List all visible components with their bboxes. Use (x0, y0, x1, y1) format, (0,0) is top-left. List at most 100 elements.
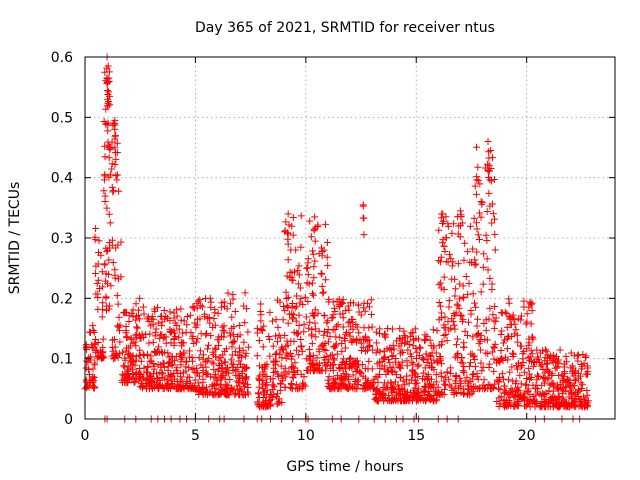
data-point (488, 348, 496, 356)
data-point (505, 312, 513, 320)
data-point (417, 394, 425, 402)
data-point (440, 242, 448, 250)
data-point (477, 346, 485, 354)
data-point (142, 377, 150, 385)
data-point (318, 248, 326, 256)
data-point (220, 333, 228, 341)
data-point (421, 388, 429, 396)
data-point (286, 274, 294, 282)
data-point (215, 356, 223, 364)
data-point (373, 339, 381, 347)
data-point (331, 308, 339, 316)
data-point (275, 395, 283, 403)
data-point (297, 342, 305, 350)
data-point (452, 285, 460, 293)
data-point (534, 355, 542, 363)
data-point (330, 355, 338, 363)
data-point (509, 377, 517, 385)
data-point (480, 376, 488, 384)
data-point (305, 280, 313, 288)
data-point (442, 381, 450, 389)
data-point (241, 319, 249, 327)
x-tick-label: 15 (407, 428, 425, 444)
data-point (171, 332, 179, 340)
data-point (320, 331, 328, 339)
data-point (124, 362, 132, 370)
data-point (323, 253, 331, 261)
data-point (218, 323, 226, 331)
data-point (495, 385, 503, 393)
data-point (197, 302, 205, 310)
data-point (230, 360, 238, 368)
data-point (357, 339, 365, 347)
data-point (510, 330, 518, 338)
data-point (464, 248, 472, 256)
data-point (104, 99, 112, 107)
data-point (170, 339, 178, 347)
data-point (447, 364, 455, 372)
data-point (388, 352, 396, 360)
data-point (138, 384, 146, 392)
data-point (341, 344, 349, 352)
data-point (158, 312, 166, 320)
data-point (178, 339, 186, 347)
data-point (155, 348, 163, 356)
data-point (109, 347, 117, 355)
data-point (202, 358, 210, 366)
data-point (158, 322, 166, 330)
data-point (194, 369, 202, 377)
data-point (297, 335, 305, 343)
x-tick-label: 0 (81, 428, 90, 444)
data-point (572, 368, 580, 376)
data-point (513, 331, 521, 339)
data-point (424, 374, 432, 382)
data-point (461, 327, 469, 335)
data-point (452, 373, 460, 381)
data-point (105, 270, 113, 278)
data-point (265, 402, 273, 410)
data-point (144, 313, 152, 321)
data-point (433, 327, 441, 335)
data-point (267, 375, 275, 383)
data-point (101, 261, 109, 269)
data-point (346, 332, 354, 340)
data-point (484, 160, 492, 168)
data-point (284, 319, 292, 327)
data-point (360, 231, 368, 239)
data-point (97, 348, 105, 356)
data-point (482, 231, 490, 239)
data-point (443, 368, 451, 376)
data-point (334, 321, 342, 329)
data-point (528, 307, 536, 315)
data-point (555, 393, 563, 401)
data-point (341, 377, 349, 385)
data-point (357, 311, 365, 319)
data-point (342, 360, 350, 368)
data-point (334, 371, 342, 379)
data-point (432, 349, 440, 357)
data-point (419, 355, 427, 363)
data-point (359, 344, 367, 352)
data-point (359, 202, 367, 210)
data-point (345, 306, 353, 314)
data-point (395, 342, 403, 350)
data-point (112, 172, 120, 180)
data-point (284, 293, 292, 301)
data-point (133, 312, 141, 320)
data-point (113, 176, 121, 184)
data-point (212, 375, 220, 383)
data-point (466, 362, 474, 370)
data-point (400, 327, 408, 335)
data-point (122, 322, 130, 330)
data-point (395, 360, 403, 368)
data-point (103, 80, 111, 88)
data-point (150, 365, 158, 373)
data-point (545, 354, 553, 362)
data-point (158, 374, 166, 382)
data-point (148, 313, 156, 321)
data-point (240, 338, 248, 346)
data-point (519, 350, 527, 358)
data-point (276, 298, 284, 306)
data-point (145, 317, 153, 325)
data-point (510, 393, 518, 401)
